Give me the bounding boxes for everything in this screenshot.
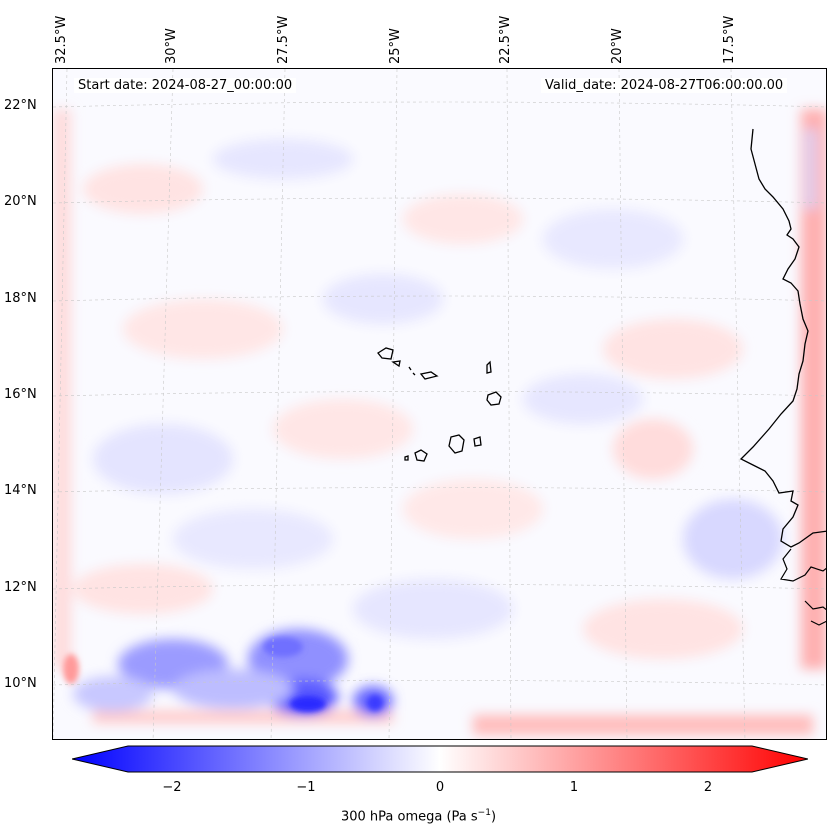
lon-label-20w: 20°W	[610, 28, 625, 64]
island-santiago	[448, 434, 465, 454]
colorbar-gradient	[72, 745, 808, 773]
lon-label-32-5w: 32.5°W	[54, 15, 69, 64]
colorbar-label-end: )	[490, 809, 497, 825]
island-boa-vista	[486, 391, 502, 406]
island-sao-vicente	[391, 360, 401, 368]
colorbar-tick-0: 0	[435, 780, 445, 795]
island-santo-antao	[377, 347, 394, 360]
island-sal	[486, 360, 492, 374]
island-brava	[404, 455, 409, 461]
lon-label-27-5w: 27.5°W	[276, 15, 291, 64]
lon-label-17-5w: 17.5°W	[722, 15, 737, 64]
lon-label-25w: 25°W	[388, 28, 403, 64]
graticule	[53, 69, 826, 739]
lat-label-16n: 16°N	[4, 387, 37, 402]
colorbar-tick-2: 2	[703, 780, 713, 795]
colorbar-label-sup: −1	[477, 808, 491, 818]
island-fogo	[414, 449, 428, 462]
colorbar-tick-1: 1	[569, 780, 579, 795]
colorbar-tick-minus2: −2	[162, 780, 182, 795]
cape-verde-islands	[377, 347, 502, 462]
colorbar-label-main: 300 hPa omega (Pa s	[340, 809, 478, 825]
island-maio	[473, 436, 482, 447]
valid-date-label: Valid_date: 2024-08-27T06:00:00.00	[541, 78, 788, 93]
map-canvas	[53, 69, 826, 739]
lat-label-12n: 12°N	[4, 580, 37, 595]
lon-label-30w: 30°W	[164, 28, 179, 64]
lat-label-20n: 20°N	[4, 194, 37, 209]
colorbar-tick-minus1: −1	[296, 780, 316, 795]
island-santa-luzia	[408, 366, 416, 376]
start-date-label: Start date: 2024-08-27_00:00:00	[74, 78, 297, 93]
coastline-south	[780, 548, 826, 582]
colorbar	[72, 745, 808, 773]
lat-label-18n: 18°N	[4, 291, 37, 306]
island-sao-nicolau	[419, 371, 439, 380]
lon-label-22-5w: 22.5°W	[498, 15, 513, 64]
lat-label-10n: 10°N	[4, 676, 37, 691]
coastline-guinea-bissau	[804, 600, 826, 626]
colorbar-label: 300 hPa omega (Pa s−1)	[0, 808, 837, 824]
lat-label-22n: 22°N	[4, 98, 37, 113]
coastline-west-africa	[739, 128, 826, 548]
omega-map	[52, 68, 827, 740]
lat-label-14n: 14°N	[4, 483, 37, 498]
